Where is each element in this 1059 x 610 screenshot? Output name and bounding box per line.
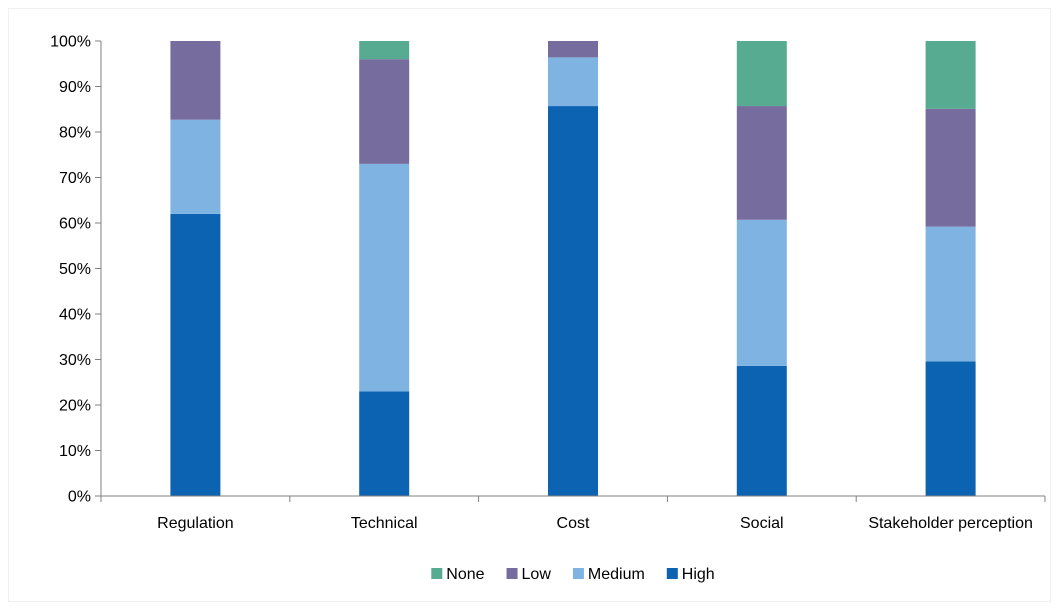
legend-label-none: None xyxy=(446,566,484,583)
bar-segment-none-stakeholder-perception xyxy=(925,41,976,109)
y-tick-label: 100% xyxy=(50,34,91,51)
y-tick-label: 50% xyxy=(59,261,91,278)
bar-segment-high-stakeholder-perception xyxy=(925,361,976,496)
bar-segment-medium-regulation xyxy=(170,119,221,214)
y-axis-tick-labels: 0% 10% 20% 30% 40% 50% 60% 70% 80% 90% 100% xyxy=(50,34,91,506)
bar-segment-none-social xyxy=(736,41,787,107)
bar-segment-low-social xyxy=(736,106,787,220)
legend-label-medium: Medium xyxy=(588,566,645,583)
bar-segment-high-regulation xyxy=(170,213,221,496)
bar-segment-low-regulation xyxy=(170,41,221,120)
x-tick-label: Stakeholder perception xyxy=(868,515,1033,532)
bars-layer xyxy=(170,41,976,496)
y-tick-label: 90% xyxy=(59,79,91,96)
legend-swatch-low xyxy=(506,568,518,579)
legend-swatch-none xyxy=(431,568,443,579)
bar-segment-low-cost xyxy=(548,41,598,58)
y-tick-label: 60% xyxy=(59,216,91,233)
legend: None Low Medium High xyxy=(431,566,715,583)
y-tick-label: 10% xyxy=(59,443,91,460)
bar-segment-high-cost xyxy=(548,106,598,496)
y-tick-label: 70% xyxy=(59,170,91,187)
legend-label-low: Low xyxy=(522,566,552,583)
bar-segment-medium-technical xyxy=(359,163,410,392)
bar-segment-low-stakeholder-perception xyxy=(925,108,976,227)
x-axis-tick-labels: Regulation Technical Cost Social Stakeholder… xyxy=(157,515,1033,532)
legend-label-high: High xyxy=(682,566,715,583)
legend-swatch-medium xyxy=(572,568,584,579)
bar-segment-medium-stakeholder-perception xyxy=(925,226,976,362)
x-tick-label: Social xyxy=(740,515,784,532)
bar-segment-high-social xyxy=(736,365,787,496)
bar-segment-medium-social xyxy=(736,219,787,366)
y-tick-label: 80% xyxy=(59,125,91,142)
axes-layer xyxy=(95,40,1046,502)
bar-segment-high-technical xyxy=(359,391,410,496)
y-tick-label: 20% xyxy=(59,398,91,415)
bar-segment-low-technical xyxy=(359,59,410,164)
y-tick-label: 40% xyxy=(59,307,91,324)
y-tick-label: 30% xyxy=(59,352,91,369)
bar-segment-none-technical xyxy=(359,41,410,60)
x-tick-label: Technical xyxy=(351,515,418,532)
legend-swatch-high xyxy=(666,568,678,579)
y-tick-label: 0% xyxy=(68,489,91,506)
x-tick-label: Regulation xyxy=(157,515,234,532)
x-tick-label: Cost xyxy=(557,515,590,532)
bar-segment-medium-cost xyxy=(548,57,598,107)
